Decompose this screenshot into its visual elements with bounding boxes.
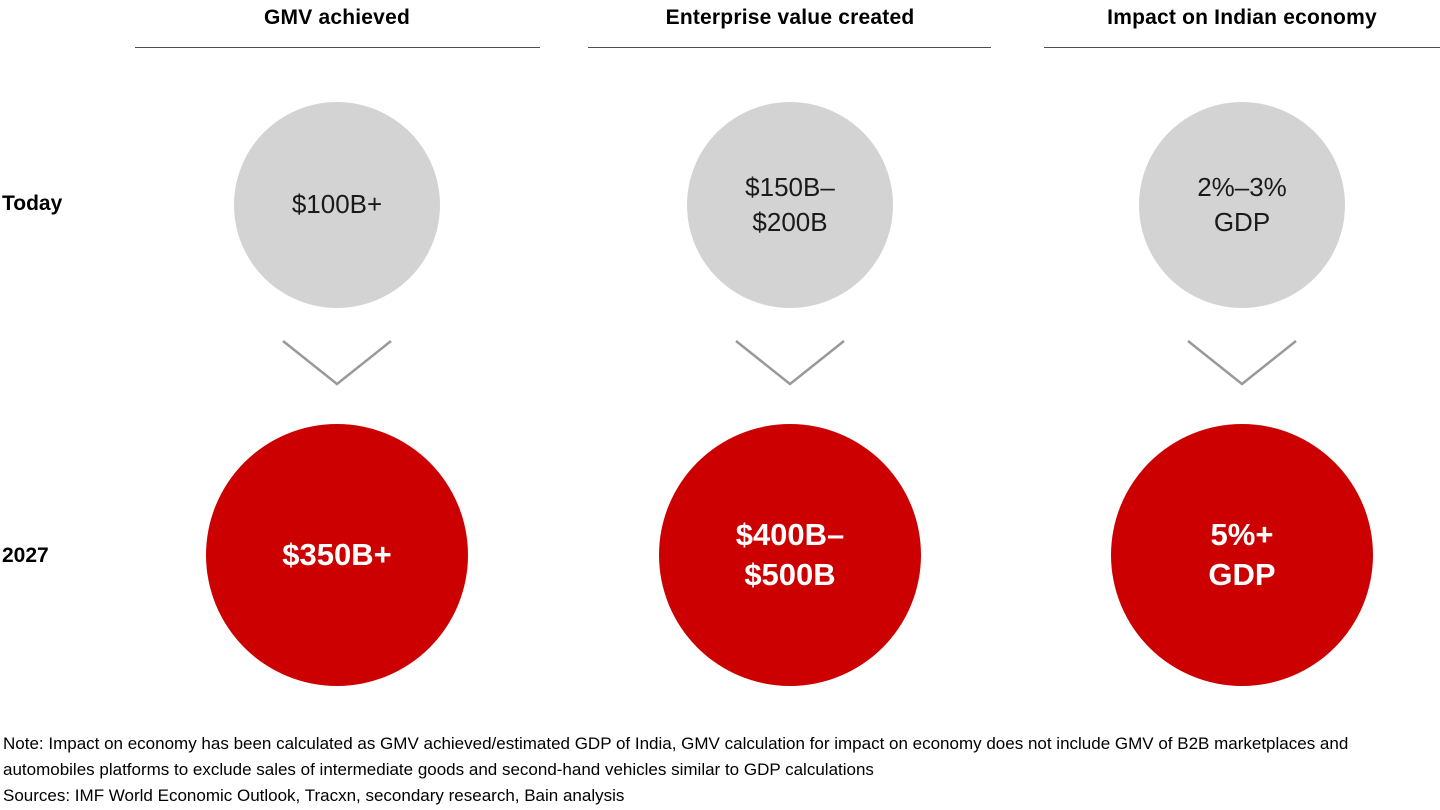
column-header-label: GMV achieved bbox=[264, 6, 410, 29]
today-value-circle-economy-impact: 2%–3% GDP bbox=[1139, 102, 1345, 308]
header-underline bbox=[588, 47, 991, 48]
row-label-2027: 2027 bbox=[2, 544, 49, 567]
row-label-today: Today bbox=[2, 192, 63, 215]
column-header-label: Impact on Indian economy bbox=[1107, 6, 1377, 29]
future-value-circle-enterprise-value: $400B– $500B bbox=[659, 424, 921, 686]
column-header-label: Enterprise value created bbox=[665, 6, 915, 29]
sources-text: Sources: IMF World Economic Outlook, Tra… bbox=[3, 786, 625, 805]
future-value: $400B– $500B bbox=[735, 516, 845, 592]
today-value-circle-enterprise-value: $150B– $200B bbox=[687, 102, 893, 308]
footnotes: Note: Impact on economy has been calcula… bbox=[3, 731, 1437, 809]
note-text: Note: Impact on economy has been calcula… bbox=[3, 734, 1349, 779]
future-value-circle-economy-impact: 5%+ GDP bbox=[1111, 424, 1373, 686]
future-value: $350B+ bbox=[282, 536, 392, 572]
column-header-economy-impact: Impact on Indian economy bbox=[1012, 6, 1440, 30]
down-arrow-icon bbox=[735, 340, 845, 386]
today-value-circle-gmv: $100B+ bbox=[234, 102, 440, 308]
today-value: 2%–3% GDP bbox=[1197, 171, 1287, 237]
column-header-enterprise-value: Enterprise value created bbox=[560, 6, 1020, 30]
future-value: 5%+ GDP bbox=[1208, 516, 1276, 592]
header-underline bbox=[1044, 47, 1440, 48]
down-arrow-icon bbox=[282, 340, 392, 386]
column-header-gmv: GMV achieved bbox=[107, 6, 567, 30]
today-value: $100B+ bbox=[291, 189, 383, 220]
today-value: $150B– $200B bbox=[745, 171, 835, 237]
down-arrow-icon bbox=[1187, 340, 1297, 386]
future-value-circle-gmv: $350B+ bbox=[206, 424, 468, 686]
header-underline bbox=[135, 47, 540, 48]
